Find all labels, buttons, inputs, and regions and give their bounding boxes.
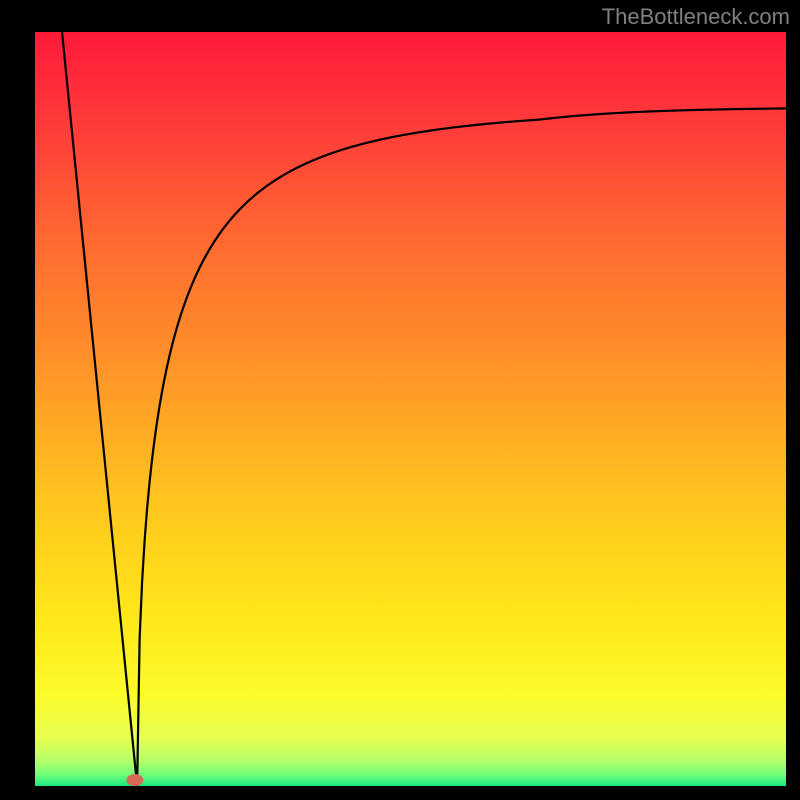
optimal-point-marker [126,774,143,786]
bottleneck-chart [0,0,800,800]
chart-gradient-bg [35,32,786,786]
watermark-text: TheBottleneck.com [602,4,790,30]
chart-container: TheBottleneck.com [0,0,800,800]
